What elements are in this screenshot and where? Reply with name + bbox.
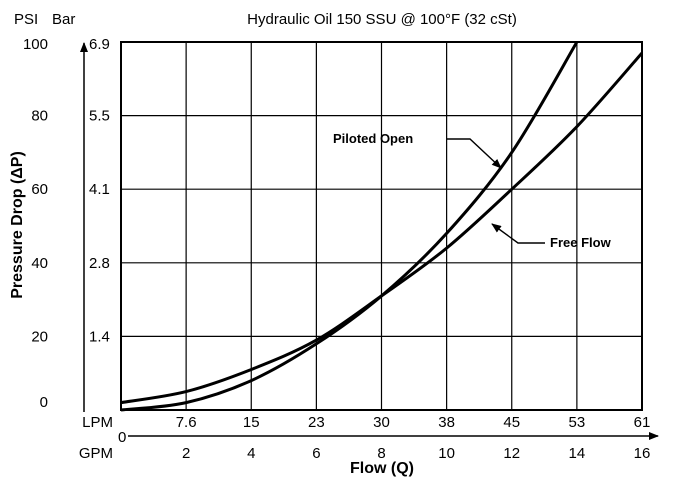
x-origin-label: 0 — [118, 429, 126, 446]
x-tick-label-lpm: 38 — [438, 414, 455, 431]
y-tick-label-psi: 100 — [23, 36, 48, 53]
y-unit-bar-label: Bar — [52, 11, 75, 28]
x-tick-label-lpm: 23 — [308, 414, 325, 431]
x-tick-label-gpm: 2 — [182, 445, 190, 462]
series-line-piloted-open — [120, 41, 579, 412]
x-axis-title: Flow (Q) — [350, 460, 414, 477]
x-tick-label-lpm: 7.6 — [176, 414, 197, 431]
x-tick-label-lpm: 15 — [243, 414, 260, 431]
y-tick-label-bar: 1.4 — [89, 328, 110, 345]
x-tick-label-gpm: 16 — [634, 445, 651, 462]
x-tick-label-gpm: 12 — [503, 445, 520, 462]
x-tick-label-lpm: 45 — [503, 414, 520, 431]
grid — [121, 42, 642, 410]
y-unit-psi-label: PSI — [14, 11, 38, 28]
y-tick-label-psi: 60 — [31, 181, 48, 198]
annotation-piloted-open-leader — [447, 138, 502, 169]
x-tick-label-gpm: 8 — [377, 445, 385, 462]
y-tick-label-bar: 4.1 — [89, 181, 110, 198]
x-tick-label-gpm: 6 — [312, 445, 320, 462]
y-tick-label-psi: 40 — [31, 255, 48, 272]
x-tick-label-lpm: 61 — [634, 414, 651, 431]
y-axis-title: Pressure Drop (ΔP) — [9, 151, 26, 299]
series — [120, 41, 644, 412]
annotation-free-flow: Free Flow — [550, 235, 612, 250]
x-tick-label-gpm: 10 — [438, 445, 455, 462]
plot-frame — [120, 41, 643, 411]
y-tick-label-psi: 80 — [31, 108, 48, 125]
y-tick-label-bar: 5.5 — [89, 108, 110, 125]
x-tick-label-gpm: 14 — [569, 445, 586, 462]
annotation-free-flow-leader — [491, 223, 545, 244]
y-tick-label-psi: 0 — [40, 394, 48, 411]
y-tick-label-bar: 2.8 — [89, 255, 110, 272]
x-tick-label-lpm: 53 — [569, 414, 586, 431]
annotation-piloted-open: Piloted Open — [333, 131, 413, 146]
y-tick-label-bar: 6.9 — [89, 36, 110, 53]
x-unit-lpm-label: LPM — [82, 414, 113, 431]
series-line-free-flow — [120, 52, 644, 405]
y-tick-label-psi: 20 — [31, 328, 48, 345]
x-unit-gpm-label: GPM — [79, 445, 113, 462]
chart-title: Hydraulic Oil 150 SSU @ 100°F (32 cSt) — [247, 11, 517, 28]
x-tick-label-lpm: 30 — [373, 414, 390, 431]
x-tick-label-gpm: 4 — [247, 445, 255, 462]
